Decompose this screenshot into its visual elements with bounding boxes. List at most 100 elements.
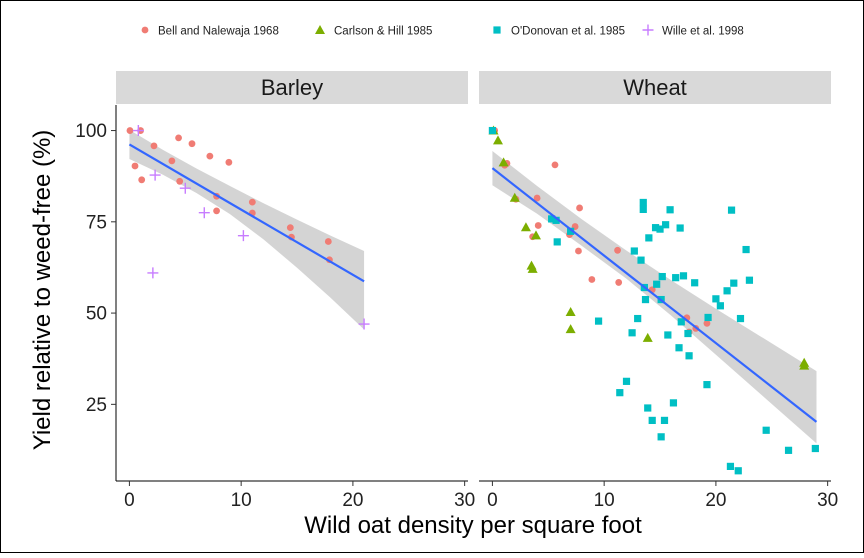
point-wheat-bell-5 [533, 194, 541, 202]
point-wheat-bell-14 [614, 246, 621, 254]
point-wheat-odonovan-41 [716, 302, 724, 310]
point-wheat-bell-20 [703, 319, 711, 327]
legend-label-wille: Wille et al. 1998 [662, 26, 744, 38]
point-wheat-odonovan-39 [704, 313, 712, 322]
y-tick-label-100: 100 [75, 121, 107, 142]
point-wheat-carlson-2 [498, 157, 509, 167]
point-wheat-odonovan-4 [567, 227, 575, 235]
point-wheat-carlson-1 [492, 135, 503, 145]
point-wheat-odonovan-26 [662, 221, 670, 229]
point-wheat-odonovan-46 [734, 467, 742, 475]
point-barley-wille-1 [147, 267, 159, 279]
point-wheat-carlson-10 [642, 332, 653, 342]
legend-marker-carlson [315, 25, 325, 34]
point-wheat-odonovan-37 [691, 279, 699, 287]
point-wheat-odonovan-17 [645, 234, 653, 242]
point-wheat-carlson-8 [565, 306, 576, 316]
point-wheat-carlson-7 [530, 230, 541, 240]
point-wheat-odonovan-20 [653, 280, 661, 288]
point-wheat-bell-13 [588, 276, 596, 283]
point-barley-bell-13 [248, 198, 256, 206]
point-wheat-odonovan-48 [742, 245, 750, 254]
point-wheat-carlson-3 [509, 192, 520, 202]
axes-wheat: 0 10 20 30 [479, 480, 838, 511]
point-wheat-odonovan-19 [651, 224, 660, 232]
point-wheat-odonovan-32 [676, 224, 684, 232]
y-tick-label-50: 50 [86, 304, 107, 325]
point-wheat-odonovan-29 [669, 399, 678, 407]
x-axis-title: Wild oat density per square foot [304, 512, 642, 539]
point-wheat-odonovan-7 [622, 377, 631, 385]
point-barley-wille-5 [237, 230, 249, 242]
point-wheat-odonovan-6 [616, 389, 624, 397]
y-tick-label-25: 25 [86, 395, 107, 416]
x-tick-label-barley-20: 20 [342, 490, 363, 511]
point-wheat-odonovan-28 [666, 206, 674, 214]
strip-label-wheat: Wheat [623, 75, 687, 100]
point-wheat-odonovan-9 [630, 247, 638, 255]
panel-wheat: Wheat 0 10 20 30 [479, 71, 838, 511]
point-wheat-odonovan-13 [639, 205, 647, 214]
point-barley-bell-9 [206, 152, 214, 160]
point-wheat-odonovan-38 [703, 381, 711, 389]
y-tick-label-75: 75 [86, 212, 107, 233]
point-wheat-odonovan-47 [736, 314, 745, 323]
point-barley-bell-17 [324, 238, 332, 245]
point-wheat-odonovan-50 [762, 426, 770, 434]
axes-barley: 0 10 20 30 25 50 75 100 [75, 105, 475, 511]
point-wheat-carlson-4 [520, 222, 531, 232]
point-wheat-bell-6 [534, 222, 542, 229]
x-tick-label-barley-30: 30 [454, 490, 475, 511]
strip-label-barley: Barley [261, 75, 323, 100]
point-barley-bell-8 [188, 140, 196, 148]
point-barley-bell-4 [150, 142, 158, 150]
panel-barley: Barley 0 10 20 30 25 50 75 100 [75, 71, 475, 511]
point-wheat-odonovan-36 [685, 352, 693, 360]
legend-marker-odonovan [493, 26, 501, 34]
point-wheat-bell-8 [551, 161, 559, 169]
x-tick-label-wheat-10: 10 [594, 490, 615, 511]
point-wheat-carlson-9 [565, 324, 576, 334]
regression-line-wheat [491, 167, 818, 423]
legend-marker-wille [642, 24, 654, 36]
legend-label-carlson: Carlson & Hill 1985 [334, 26, 432, 38]
point-wheat-odonovan-16 [644, 404, 652, 412]
point-wheat-odonovan-5 [594, 317, 603, 325]
point-wheat-odonovan-12 [639, 198, 647, 207]
points-wheat [488, 125, 819, 475]
point-wheat-odonovan-43 [726, 462, 735, 470]
regression-line-barley [128, 143, 365, 283]
point-barley-bell-5 [168, 157, 176, 165]
point-barley-wille-0 [132, 125, 144, 137]
point-wheat-odonovan-10 [634, 314, 642, 323]
point-wheat-bell-11 [575, 247, 582, 255]
point-wheat-odonovan-51 [784, 446, 793, 454]
point-barley-bell-12 [225, 158, 233, 166]
point-wheat-odonovan-22 [657, 433, 665, 441]
point-wheat-odonovan-3 [553, 238, 561, 246]
point-wheat-odonovan-1 [548, 215, 556, 223]
x-tick-label-wheat-20: 20 [705, 490, 726, 511]
point-wheat-odonovan-42 [723, 287, 731, 295]
point-barley-bell-15 [286, 224, 294, 232]
point-barley-bell-3 [138, 176, 146, 184]
fit-line-wheat [491, 167, 818, 423]
point-barley-wille-6 [358, 318, 370, 330]
point-barley-bell-1 [131, 162, 139, 170]
legend-marker-bell [141, 26, 149, 34]
strip-wheat-background [479, 71, 831, 104]
point-barley-wille-2 [149, 169, 161, 181]
point-barley-bell-7 [176, 177, 184, 185]
point-barley-bell-6 [175, 134, 182, 142]
legend: Bell and Nalewaja 1968 Carlson & Hill 198… [141, 24, 744, 38]
point-wheat-bell-12 [576, 204, 583, 212]
point-wheat-odonovan-40 [712, 295, 720, 303]
point-wheat-odonovan-18 [648, 416, 656, 425]
point-wheat-odonovan-8 [628, 329, 636, 337]
point-wheat-odonovan-35 [684, 329, 692, 338]
point-wheat-odonovan-52 [811, 444, 819, 453]
point-wheat-odonovan-2 [552, 216, 560, 224]
point-wheat-odonovan-45 [730, 279, 738, 287]
